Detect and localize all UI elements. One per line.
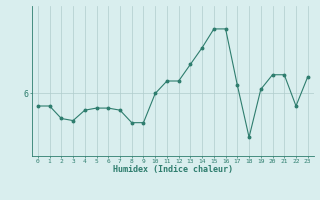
X-axis label: Humidex (Indice chaleur): Humidex (Indice chaleur) xyxy=(113,165,233,174)
